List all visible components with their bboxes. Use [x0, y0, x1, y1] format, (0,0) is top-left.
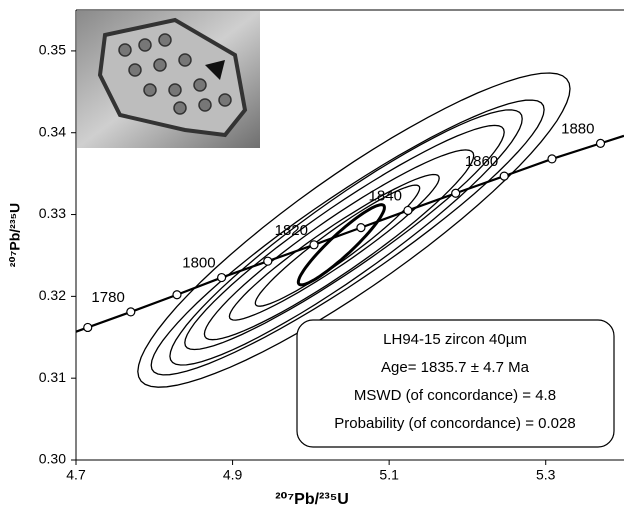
y-axis-label: ²⁰⁷Pb/²³⁵U: [7, 203, 23, 267]
y-tick-label: 0.35: [39, 42, 66, 58]
error-ellipse: [150, 99, 545, 376]
x-tick-label: 5.1: [379, 467, 399, 483]
plot-area: 1780 1800 1820 1840 1860 1880: [76, 72, 624, 388]
error-ellipse: [169, 109, 523, 366]
age-marker: [126, 307, 136, 317]
inset-photo: [77, 11, 260, 148]
age-marker: [547, 154, 557, 164]
annotation-box: [296, 319, 615, 448]
x-tick-label: 5.3: [536, 467, 556, 483]
y-tick-label: 0.32: [39, 287, 66, 303]
age-label: 1820: [275, 222, 308, 239]
annotation-line: MSWD (of concordance) = 4.8: [354, 387, 556, 404]
error-ellipse: [203, 149, 475, 341]
error-ellipse: [254, 184, 421, 307]
concordia-curve: [87, 142, 601, 329]
age-label: 1860: [465, 153, 498, 170]
age-label: 1800: [182, 255, 215, 272]
error-ellipse: [228, 173, 440, 321]
age-marker: [451, 188, 461, 198]
age-label: 1780: [91, 289, 124, 306]
age-marker: [403, 205, 413, 216]
error-ellipse: [184, 124, 505, 351]
age-marker: [217, 272, 227, 283]
age-marker: [172, 290, 182, 300]
age-marker: [309, 240, 319, 250]
age-marker: [83, 322, 93, 333]
annotation-line: Age= 1835.7 ± 4.7 Ma: [381, 359, 530, 376]
annotation-line: LH94-15 zircon 40µm: [383, 331, 527, 348]
age-marker: [595, 138, 606, 148]
age-marker: [499, 171, 509, 181]
age-marker: [356, 223, 366, 233]
y-tick-label: 0.33: [39, 205, 66, 221]
y-tick-label: 0.34: [39, 123, 66, 139]
annotation-line: Probability (of concordance) = 0.028: [334, 415, 575, 432]
error-ellipse: [296, 203, 386, 287]
y-tick-label: 0.31: [39, 369, 66, 385]
y-tick-label: 0.30: [39, 451, 66, 467]
error-ellipse: [137, 72, 571, 388]
x-axis-label: ²⁰⁷Pb/²³⁵U: [275, 491, 349, 506]
x-tick-label: 4.9: [223, 467, 243, 483]
x-tick-label: 4.7: [66, 467, 86, 483]
age-marker: [263, 256, 273, 266]
age-label: 1840: [369, 187, 402, 204]
age-label: 1880: [561, 120, 594, 137]
